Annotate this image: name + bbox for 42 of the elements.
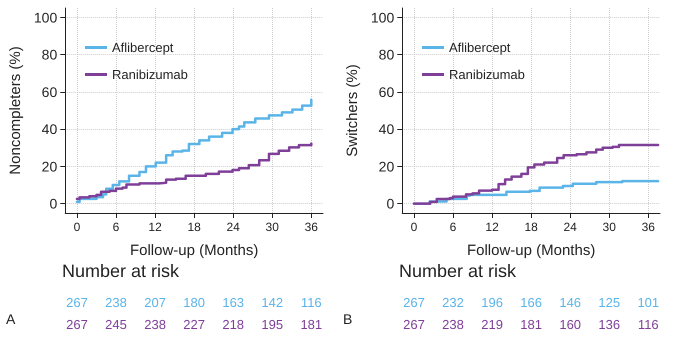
y-tick-label: 80 — [42, 46, 58, 63]
text: A — [6, 311, 16, 327]
y-axis-title: Switchers (%) — [344, 64, 360, 157]
text: Number at risk — [62, 261, 180, 281]
x-tick-label: 24 — [563, 220, 577, 234]
x-tick-label: 30 — [266, 220, 280, 234]
x-tick-label: 30 — [602, 220, 616, 234]
text: Number at risk — [398, 261, 517, 281]
x-tick-label: 0 — [74, 220, 81, 234]
y-tick-label: 40 — [378, 121, 394, 138]
x-axis-title: Follow-up (Months) — [466, 242, 595, 259]
x-tick-label: 6 — [112, 220, 120, 234]
x-tick-label: 18 — [187, 220, 202, 234]
x-tick-label: 6 — [449, 220, 456, 234]
y-tick-label: 0 — [49, 196, 58, 212]
y-tick-label: 20 — [42, 158, 58, 174]
legend-label: Aflibercept — [112, 40, 174, 55]
text: 267 238 207 180 163 142 116 — [66, 295, 322, 310]
y-tick-label: 60 — [378, 84, 394, 100]
y-tick-label: 100 — [34, 9, 58, 26]
y-tick-label: 20 — [378, 158, 394, 174]
y-tick-label: 60 — [42, 84, 58, 100]
x-tick-label: 0 — [410, 220, 418, 234]
y-tick-label: 40 — [42, 121, 58, 138]
text: 267 238 219 181 160 136 116 — [402, 317, 658, 332]
legend-label: Ranibizumab — [448, 67, 524, 82]
y-tick-label: 80 — [378, 46, 394, 63]
y-tick-label: 100 — [370, 9, 394, 26]
legend-label: Ranibizumab — [112, 67, 188, 82]
x-tick-label: 36 — [641, 220, 655, 234]
x-tick-label: 12 — [148, 220, 162, 234]
y-axis-title: Noncompleters (%) — [7, 46, 24, 175]
legend-label: Aflibercept — [448, 40, 510, 55]
x-tick-label: 18 — [524, 220, 538, 234]
text: 267 232 196 166 146 125 101 — [402, 295, 659, 310]
text: B — [342, 311, 352, 327]
x-tick-label: 36 — [304, 220, 318, 234]
x-tick-label: 24 — [226, 220, 240, 234]
text: 267 245 238 227 218 195 181 — [66, 317, 322, 332]
x-axis-title: Follow-up (Months) — [130, 242, 258, 259]
x-tick-label: 12 — [484, 220, 499, 234]
y-tick-label: 0 — [386, 196, 394, 212]
